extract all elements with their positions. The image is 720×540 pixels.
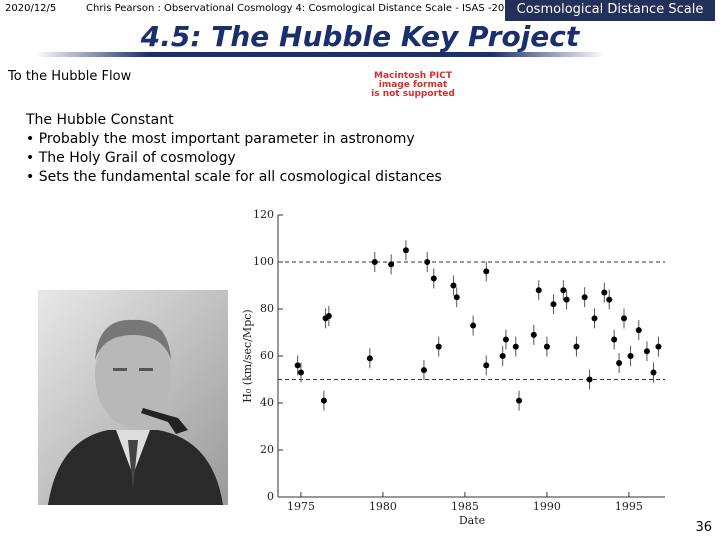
bullet: • The Holy Grail of cosmology: [26, 150, 236, 166]
bullet: • Probably the most important parameter …: [26, 131, 415, 147]
data-point: [650, 369, 657, 376]
data-point: [450, 282, 457, 289]
data-point: [294, 362, 301, 369]
data-point: [627, 353, 634, 359]
y-tick-label: 20: [260, 443, 274, 456]
y-tick-label: 0: [267, 490, 274, 503]
x-axis-label: Date: [459, 514, 485, 527]
data-point: [453, 294, 460, 301]
data-point: [420, 367, 427, 374]
data-point: [635, 327, 642, 334]
photo: [38, 290, 228, 505]
data-point: [616, 360, 623, 367]
data-point: [297, 369, 304, 376]
data-point: [430, 275, 437, 282]
data-point: [325, 313, 332, 320]
placeholder-line: image format: [378, 80, 448, 90]
data-point: [535, 287, 542, 294]
body-heading: The Hubble Constant: [26, 112, 174, 128]
data-point: [371, 259, 378, 265]
placeholder-line: is not supported: [371, 89, 455, 99]
x-tick-label: 1990: [533, 500, 561, 513]
subtitle: To the Hubble Flow: [8, 69, 132, 84]
data-point: [586, 376, 593, 383]
y-axis-label: H₀ (km/sec/Mpc): [241, 309, 254, 402]
page-number: 36: [695, 520, 712, 535]
data-point: [573, 343, 580, 350]
data-point: [483, 362, 490, 369]
data-point: [543, 343, 550, 350]
data-point: [643, 348, 650, 355]
image-placeholder: Macintosh PICT image format is not suppo…: [348, 72, 478, 99]
y-tick-label: 120: [253, 208, 274, 221]
x-tick-label: 1995: [615, 500, 643, 513]
section-tab: Cosmological Distance Scale: [505, 0, 715, 21]
data-point: [611, 336, 618, 343]
data-point: [606, 296, 613, 303]
date: 2020/12/5: [5, 3, 57, 14]
y-tick-label: 80: [260, 302, 274, 315]
y-tick-label: 40: [260, 396, 274, 409]
y-tick-label: 100: [253, 255, 274, 268]
data-point: [499, 353, 506, 359]
x-tick-label: 1975: [287, 500, 315, 513]
data-point: [470, 322, 477, 329]
data-point: [402, 247, 409, 254]
data-point: [435, 343, 442, 350]
data-point: [530, 331, 537, 338]
data-point: [502, 336, 509, 343]
y-tick-label: 60: [260, 349, 274, 362]
body: The Hubble Constant • Probably the most …: [26, 111, 442, 187]
bullet: • Sets the fundamental scale for all cos…: [26, 169, 442, 185]
x-tick-label: 1980: [369, 500, 397, 513]
data-point: [512, 343, 519, 350]
x-tick-label: 1985: [451, 500, 479, 513]
data-point: [320, 397, 327, 404]
data-point: [655, 343, 662, 350]
data-point: [621, 315, 628, 322]
data-point: [424, 259, 431, 265]
title-underline: [35, 52, 605, 57]
data-point: [366, 355, 373, 362]
data-point: [516, 397, 523, 404]
data-point: [550, 301, 557, 308]
data-point: [563, 296, 570, 303]
data-point: [560, 287, 567, 294]
data-point: [591, 315, 598, 322]
data-point: [581, 294, 588, 301]
data-point: [388, 261, 395, 268]
course-info: Chris Pearson : Observational Cosmology …: [86, 3, 517, 14]
placeholder-line: Macintosh PICT: [374, 71, 452, 81]
data-point: [601, 289, 608, 296]
data-point: [483, 268, 490, 275]
slide-title: 4.5: The Hubble Key Project: [140, 20, 580, 53]
